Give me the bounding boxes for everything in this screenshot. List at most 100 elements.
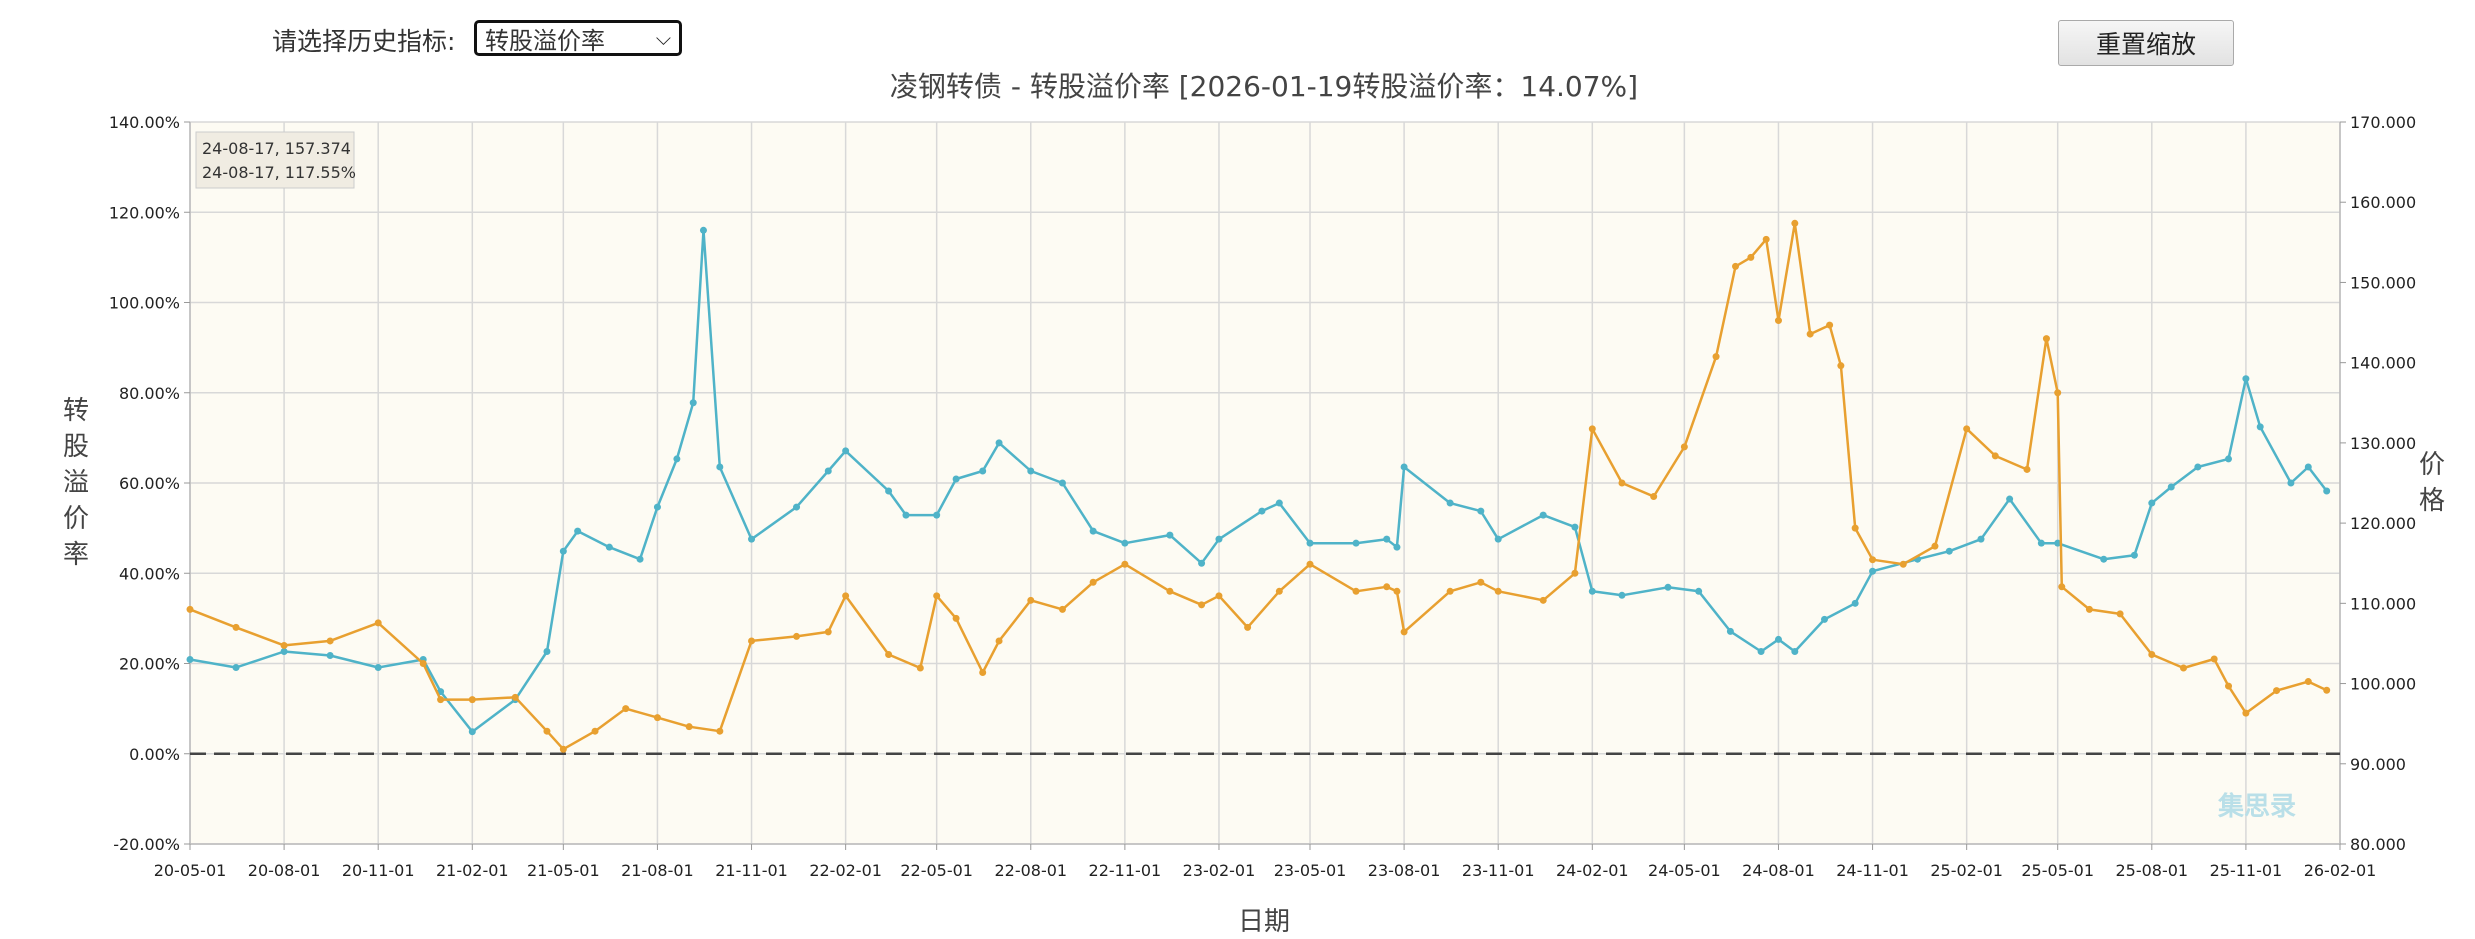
data-point — [559, 547, 567, 555]
x-axis: 20-05-01 20-08-01 20-11-01 21-02-01 21-05-01… — [154, 844, 2376, 880]
x-tick-label: 20-11-01 — [342, 861, 415, 880]
data-point — [326, 651, 334, 659]
right-tick-label: 140.000 — [2350, 354, 2416, 373]
data-point — [1275, 499, 1283, 507]
x-tick-label: 21-02-01 — [436, 861, 509, 880]
chevron-down-icon: ⌵ — [655, 26, 671, 50]
data-point — [2323, 686, 2331, 694]
data-point — [689, 399, 697, 407]
right-axis: 170.000 160.000 150.000 140.000 130.000 120.0… — [2340, 113, 2416, 854]
data-point — [1618, 591, 1626, 599]
tooltip: 24-08-17, 157.374 24-08-17, 117.55% — [195, 131, 356, 189]
data-point — [559, 745, 567, 753]
data-point — [673, 455, 681, 463]
data-point — [2167, 483, 2175, 491]
data-point — [1494, 587, 1502, 595]
data-point — [1931, 542, 1939, 550]
x-tick-label: 25-11-01 — [2210, 861, 2283, 880]
data-point — [1837, 362, 1845, 370]
right-tick-label: 130.000 — [2350, 434, 2416, 453]
data-point — [468, 696, 476, 704]
data-point — [653, 503, 661, 511]
data-point — [1393, 587, 1401, 595]
data-point — [995, 637, 1003, 645]
data-point — [1571, 569, 1579, 577]
tooltip-line-2: 24-08-17, 117.55% — [202, 163, 356, 182]
left-axis: 140.00% 120.00% 100.00% 80.00% 60.00% 40.00% 2… — [109, 113, 190, 854]
right-tick-label: 110.000 — [2350, 594, 2416, 613]
data-point — [1198, 559, 1206, 567]
tooltip-line-1: 24-08-17, 157.374 — [202, 139, 351, 158]
data-point — [2287, 479, 2295, 487]
x-tick-label: 23-05-01 — [1274, 861, 1347, 880]
data-point — [1215, 535, 1223, 543]
data-point — [1089, 527, 1097, 535]
data-point — [1400, 628, 1408, 636]
data-point — [1244, 623, 1252, 631]
reset-zoom-button[interactable]: 重置缩放 — [2058, 20, 2234, 66]
series-line — [189, 222, 2328, 751]
data-point — [1446, 587, 1454, 595]
data-point — [933, 511, 941, 519]
data-point — [186, 605, 194, 613]
data-point — [2054, 389, 2062, 397]
data-point — [952, 614, 960, 622]
data-point — [842, 592, 850, 600]
data-point — [468, 728, 476, 736]
data-point — [2058, 583, 2066, 591]
data-point — [2242, 375, 2250, 383]
left-axis-title: 转股溢价率 — [63, 396, 89, 570]
data-point — [1539, 596, 1547, 604]
x-tick-label: 22-02-01 — [809, 861, 882, 880]
data-point — [2037, 539, 2045, 547]
data-point — [1306, 560, 1314, 568]
data-point — [2225, 682, 2233, 690]
data-point — [1058, 479, 1066, 487]
indicator-select[interactable]: 转股溢价率 ⌵ — [474, 20, 682, 56]
data-point — [1352, 539, 1360, 547]
selector-label: 请选择历史指标: — [272, 27, 456, 56]
data-point — [2210, 655, 2218, 663]
left-tick-label: 0.00% — [129, 745, 180, 764]
data-point — [1166, 587, 1174, 595]
x-axis-title: 日期 — [1238, 907, 1290, 937]
left-tick-label: 20.00% — [119, 655, 180, 674]
data-point — [1664, 583, 1672, 591]
data-point — [793, 632, 801, 640]
data-point — [1058, 605, 1066, 613]
data-point — [824, 628, 832, 636]
data-point — [2116, 610, 2124, 618]
series-premium — [186, 219, 2331, 753]
data-point — [374, 619, 382, 627]
data-point — [2225, 455, 2233, 463]
data-point — [1539, 511, 1547, 519]
data-point — [1477, 507, 1485, 515]
data-point — [2256, 423, 2264, 431]
data-point — [1588, 425, 1596, 433]
data-point — [1215, 592, 1223, 600]
x-tick-label: 20-05-01 — [154, 861, 227, 880]
data-point — [622, 705, 630, 713]
data-point — [1571, 523, 1579, 531]
left-tick-label: 120.00% — [109, 203, 180, 222]
data-point — [1121, 560, 1129, 568]
data-point — [1869, 567, 1877, 575]
data-point — [716, 463, 724, 471]
left-tick-label: 140.00% — [109, 113, 180, 132]
data-point — [1806, 330, 1814, 338]
data-point — [1258, 507, 1266, 515]
x-tick-label: 21-05-01 — [527, 861, 600, 880]
data-point — [1820, 615, 1828, 623]
x-tick-label: 23-08-01 — [1368, 861, 1441, 880]
data-point — [885, 487, 893, 495]
data-point — [748, 535, 756, 543]
x-tick-label: 25-02-01 — [1930, 861, 2003, 880]
data-point — [1650, 493, 1658, 501]
data-point — [2006, 495, 2014, 503]
data-point — [543, 647, 551, 655]
x-tick-label: 25-05-01 — [2021, 861, 2094, 880]
data-point — [2242, 709, 2250, 717]
data-point — [1757, 647, 1765, 655]
data-point — [2054, 539, 2062, 547]
